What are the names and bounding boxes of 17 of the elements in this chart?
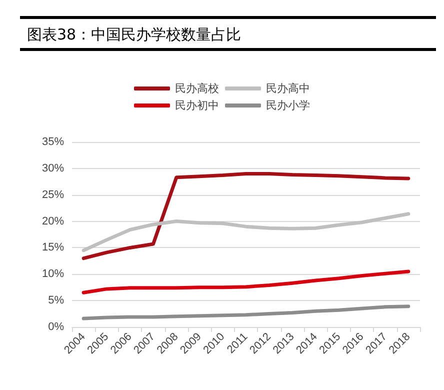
y-tick-label: 35% (42, 136, 64, 148)
y-tick-label: 20% (42, 215, 64, 228)
y-tick-label: 0% (48, 321, 64, 333)
y-tick-label: 15% (42, 242, 64, 254)
legend-label: 民办小学 (266, 99, 310, 112)
y-tick-label: 10% (42, 268, 64, 280)
y-tick-label: 25% (42, 188, 64, 201)
legend-label: 民办高中 (266, 82, 310, 95)
line-series (82, 270, 410, 294)
line-series (82, 212, 410, 252)
legend-label: 民办初中 (175, 99, 219, 112)
line-series (82, 304, 410, 320)
legend-label: 民办高校 (175, 82, 219, 95)
line-series (82, 172, 410, 260)
y-tick-label: 5% (48, 294, 64, 307)
y-tick-label: 30% (42, 162, 64, 174)
chart-title: 图表38：中国民办学校数量占比 (27, 26, 242, 44)
